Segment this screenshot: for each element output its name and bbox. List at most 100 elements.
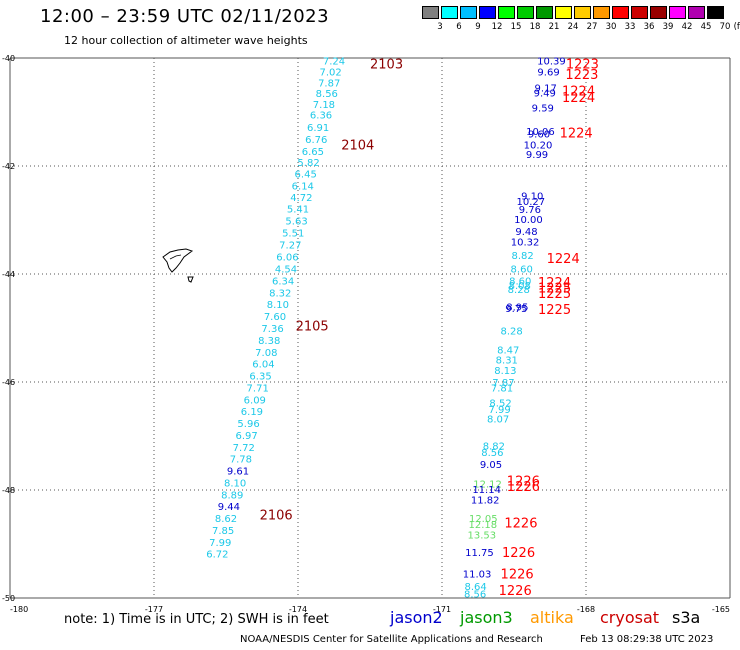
x-tick-label: -171 [433, 605, 451, 614]
swh-value: 13.53 [468, 530, 497, 541]
generation-timestamp: Feb 13 08:29:38 UTC 2023 [580, 634, 714, 645]
swh-value: 9.44 [218, 502, 240, 513]
pass-number-label: 1226 [504, 516, 537, 531]
pass-number-label: 1225 [538, 303, 571, 318]
swh-value: 9.17 [535, 84, 557, 95]
swh-value: 9.69 [537, 68, 559, 79]
pass-number-label: 2103 [370, 57, 403, 72]
swh-value: 5.96 [237, 419, 259, 430]
pass-number-label: 1224 [560, 127, 593, 142]
x-tick-label: -165 [712, 605, 730, 614]
swh-value: 7.08 [255, 348, 277, 359]
swh-value: 8.32 [269, 288, 291, 299]
swh-value: 10.20 [524, 140, 553, 151]
colorbar-label: 12 [491, 22, 503, 32]
swh-value: 11.75 [465, 548, 494, 559]
pass-number-label: 2106 [260, 508, 293, 523]
chart-title: 12:00 – 23:59 UTC 02/11/2023 [40, 6, 330, 27]
swh-value: 12.12 [473, 480, 502, 491]
y-tick-label: -46 [2, 378, 15, 387]
colorbar-label: 36 [643, 22, 655, 32]
colorbar-label: 42 [681, 22, 693, 32]
swh-value: 8.08 [509, 281, 531, 292]
colorbar-swatch [422, 6, 439, 19]
swh-value: 7.71 [247, 383, 269, 394]
chatham-islands-coastline [162, 248, 194, 283]
pass-number-label: 2105 [296, 319, 329, 334]
swh-value: 8.47 [497, 346, 519, 357]
swh-value: 6.14 [292, 181, 314, 192]
pass-number-label: 1224 [538, 276, 571, 291]
swh-value: 8.07 [487, 415, 509, 426]
swh-value: 10.00 [514, 215, 543, 226]
colorbar-label: 27 [586, 22, 598, 32]
swh-value: 6.06 [276, 253, 298, 264]
y-tick-label: -42 [2, 162, 15, 171]
swh-value: 11.14 [472, 485, 501, 496]
satellite-legend-s3a: s3a [672, 608, 701, 627]
swh-value: 7.99 [209, 538, 231, 549]
colorbar-label: 39 [662, 22, 674, 32]
swh-value: 6.91 [307, 123, 329, 134]
colorbar-swatch [574, 6, 591, 19]
colorbar-label: 18 [529, 22, 541, 32]
swh-value: 6.36 [310, 111, 332, 122]
swh-value: 6.19 [241, 407, 263, 418]
swh-value: 4.54 [275, 265, 297, 276]
swh-value: 8.95 [506, 302, 528, 313]
colorbar-swatch [441, 6, 458, 19]
swh-value: 8.13 [494, 366, 516, 377]
pass-number-label: 1224 [562, 84, 595, 99]
satellite-legend-jason2: jason2 [390, 608, 443, 627]
swh-value: 7.85 [212, 526, 234, 537]
swh-value: 6.65 [302, 147, 324, 158]
axis-ticks: -180 -177 -174 -171 -168 -165 -40 -42 -44 -46 -48 -… [2, 54, 730, 614]
x-tick-label: -180 [10, 605, 28, 614]
swh-value: 8.56 [481, 448, 503, 459]
colorbar-swatch [536, 6, 553, 19]
swh-value: 12.05 [469, 514, 498, 525]
colorbar-label: 33 [624, 22, 636, 32]
swh-value: 12.18 [468, 520, 497, 531]
chart-subtitle: 12 hour collection of altimeter wave hei… [64, 34, 308, 47]
swh-value: 7.87 [492, 378, 514, 389]
colorbar-label: 45 [700, 22, 712, 32]
swh-value: 7.18 [313, 100, 335, 111]
satellite-legend-cryosat: cryosat [600, 608, 660, 627]
swh-value: 8.64 [464, 582, 486, 593]
swh-value: 8.38 [258, 336, 280, 347]
swh-value: 8.28 [508, 285, 530, 296]
swh-value: 10.27 [516, 197, 545, 208]
swh-value: 8.56 [464, 590, 486, 601]
swh-value: 7.36 [261, 324, 283, 335]
swh-value: 10.39 [537, 57, 566, 68]
colorbar-swatch [479, 6, 496, 19]
swh-value: 6.04 [252, 360, 274, 371]
colorbar-swatch [650, 6, 667, 19]
swh-value: 8.56 [316, 89, 338, 100]
pass-number-label: 2104 [341, 138, 374, 153]
satellite-legend-jason3: jason3 [460, 608, 513, 627]
colorbar-label: 70 [719, 22, 731, 32]
swh-value: 7.99 [488, 405, 510, 416]
pass-number-label: 1225 [538, 287, 571, 302]
swh-value: 9.99 [526, 150, 548, 161]
swh-value: 6.35 [249, 372, 271, 383]
y-tick-label: -48 [2, 486, 15, 495]
swh-value: 6.34 [272, 276, 294, 287]
swh-value: 7.72 [233, 443, 255, 454]
y-tick-label: -50 [2, 594, 15, 603]
colorbar-swatch [688, 6, 705, 19]
swh-value: 9.59 [532, 104, 554, 115]
pass-number-label: 1223 [566, 57, 599, 72]
swh-value: 7.27 [279, 240, 301, 251]
colorbar-swatch [593, 6, 610, 19]
swh-value: 5.41 [287, 205, 309, 216]
swh-value: 8.31 [496, 355, 518, 366]
pass-number-label: 1224 [547, 252, 580, 267]
swh-value: 7.87 [318, 78, 340, 89]
swh-value: 8.60 [509, 276, 531, 287]
swh-value: 6.97 [236, 431, 258, 442]
swh-value: 9.61 [227, 467, 249, 478]
